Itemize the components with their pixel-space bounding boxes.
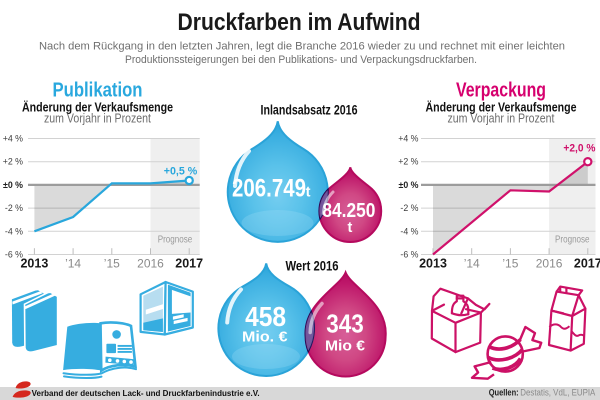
svg-text:Prognose: Prognose (158, 235, 193, 246)
svg-text:+4 %: +4 % (398, 134, 418, 144)
svg-text:-6 %: -6 % (5, 250, 23, 260)
svg-text:Mio. €: Mio. € (242, 328, 288, 345)
svg-text:-4 %: -4 % (400, 226, 418, 236)
svg-text:+4 %: +4 % (3, 134, 23, 144)
svg-text:±0 %: ±0 % (399, 180, 419, 190)
svg-text:-2 %: -2 % (5, 203, 23, 213)
svg-text:’14: ’14 (65, 256, 81, 270)
svg-text:Publikation: Publikation (53, 79, 143, 101)
svg-text:206.749: 206.749 (232, 174, 306, 202)
svg-text:Inlandsabsatz 2016: Inlandsabsatz 2016 (261, 103, 358, 118)
svg-text:-2 %: -2 % (400, 203, 418, 213)
svg-text:2017: 2017 (175, 257, 203, 271)
svg-text:Nach dem Rückgang in den letzt: Nach dem Rückgang in den letzten Jahren,… (39, 41, 565, 53)
svg-text:2016: 2016 (137, 256, 164, 270)
svg-text:Druckfarben im Aufwind: Druckfarben im Aufwind (178, 10, 421, 36)
svg-text:+0,5 %: +0,5 % (164, 165, 198, 177)
svg-text:’14: ’14 (464, 256, 480, 270)
svg-text:2017: 2017 (574, 257, 600, 271)
svg-text:+2 %: +2 % (398, 157, 418, 167)
svg-text:Quellen:: Quellen: (489, 388, 519, 398)
svg-text:Änderung der Verkaufsmenge: Änderung der Verkaufsmenge (426, 100, 577, 115)
svg-text:’15: ’15 (502, 256, 518, 270)
svg-text:-6 %: -6 % (400, 250, 418, 260)
svg-text:Produktionssteigerungen bei de: Produktionssteigerungen bei den Publikat… (125, 54, 477, 66)
svg-text:Mio €: Mio € (325, 338, 366, 355)
svg-text:+2 %: +2 % (3, 157, 23, 167)
svg-text:t: t (347, 220, 352, 236)
svg-text:2013: 2013 (419, 257, 447, 271)
svg-text:2013: 2013 (20, 257, 48, 271)
svg-text:-4 %: -4 % (5, 226, 23, 236)
svg-text:±0 %: ±0 % (3, 180, 23, 190)
svg-text:343: 343 (326, 311, 364, 339)
svg-text:2016: 2016 (536, 256, 563, 270)
svg-text:Verpackung: Verpackung (456, 79, 546, 101)
svg-text:84.250: 84.250 (322, 200, 375, 222)
svg-text:Änderung der Verkaufsmenge: Änderung der Verkaufsmenge (22, 100, 173, 115)
svg-text:458: 458 (245, 301, 286, 332)
svg-text:t: t (306, 184, 311, 200)
svg-text:’15: ’15 (104, 256, 120, 270)
svg-text:+2,0 %: +2,0 % (563, 142, 595, 154)
svg-text:Verband der deutschen Lack- un: Verband der deutschen Lack- und Druckfar… (32, 388, 260, 398)
svg-text:Destatis, VdL, EUPIA: Destatis, VdL, EUPIA (520, 388, 595, 398)
svg-text:zum Vorjahr in Prozent: zum Vorjahr in Prozent (448, 111, 555, 125)
svg-text:zum Vorjahr in Prozent: zum Vorjahr in Prozent (44, 111, 151, 125)
svg-text:Wert 2016: Wert 2016 (286, 258, 339, 273)
svg-text:Prognose: Prognose (555, 235, 590, 246)
